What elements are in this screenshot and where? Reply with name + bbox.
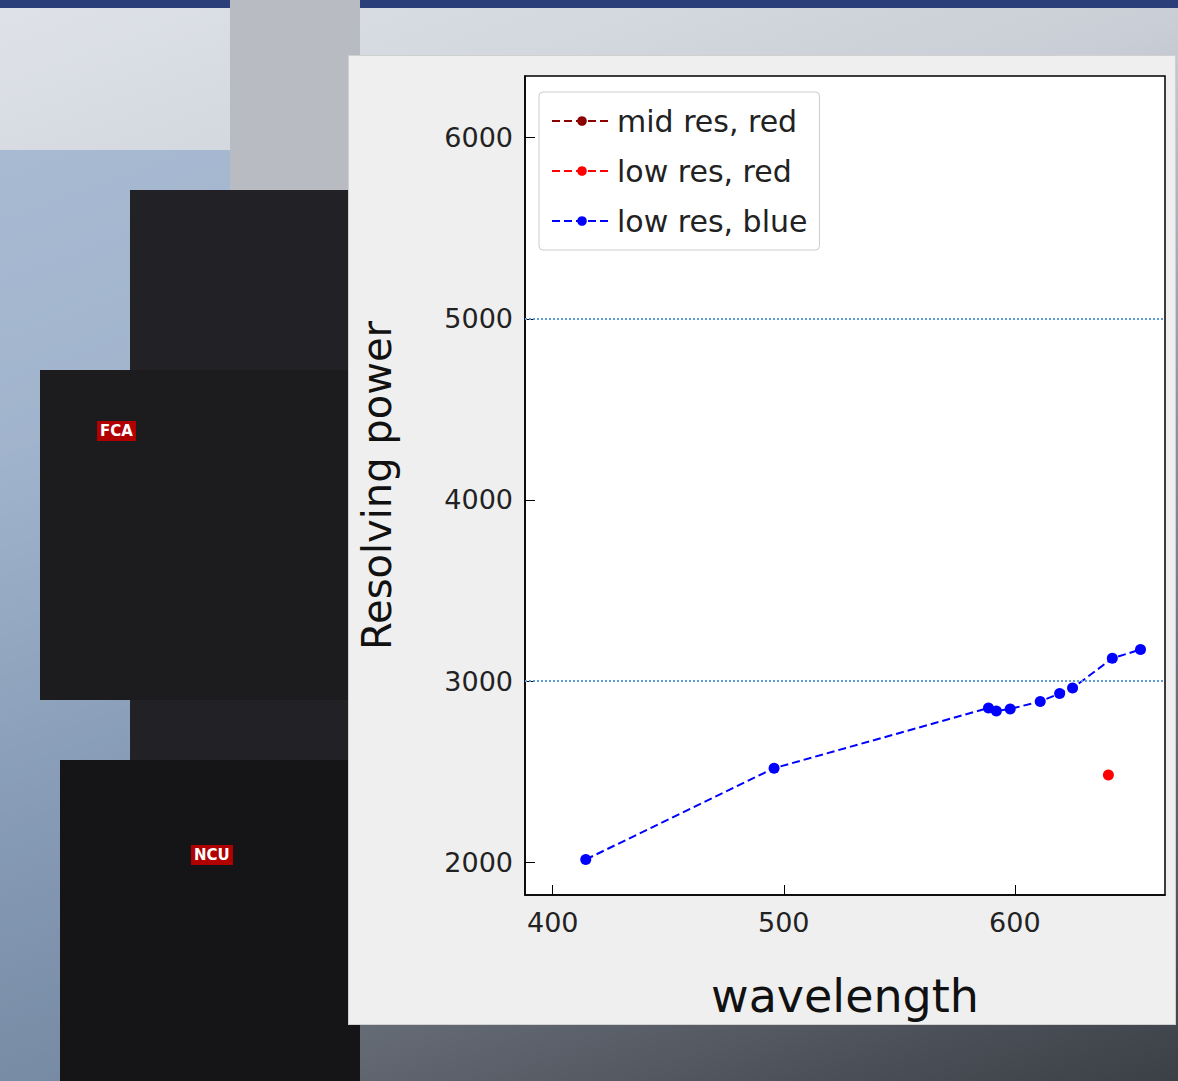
svg-text:5000: 5000 [444, 303, 513, 334]
svg-text:400: 400 [527, 907, 579, 938]
svg-text:3000: 3000 [444, 666, 513, 697]
svg-text:4000: 4000 [444, 484, 513, 515]
svg-text:600: 600 [989, 907, 1041, 938]
svg-text:Resolving power: Resolving power [354, 320, 400, 649]
svg-text:low res, blue: low res, blue [617, 204, 807, 239]
svg-text:500: 500 [758, 907, 810, 938]
svg-text:2000: 2000 [444, 847, 513, 878]
svg-text:mid res, red: mid res, red [617, 104, 797, 139]
html-text:NCU: NCU [194, 846, 230, 864]
svg-text:wavelength: wavelength [711, 969, 979, 1023]
html-text:FCA: FCA [100, 422, 133, 440]
svg-text:6000: 6000 [444, 122, 513, 153]
svg-text:low res, red: low res, red [617, 154, 792, 189]
